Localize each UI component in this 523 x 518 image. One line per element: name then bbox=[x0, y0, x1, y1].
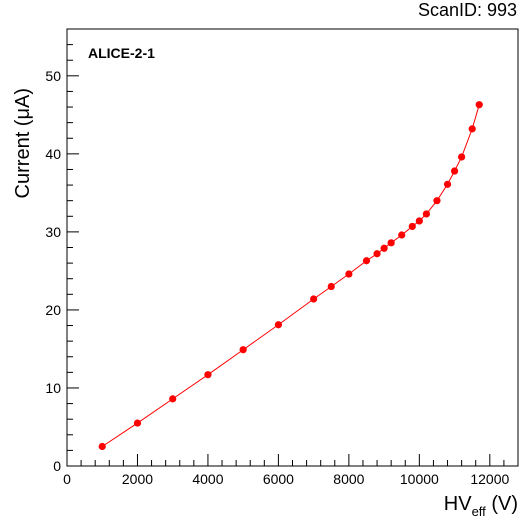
data-point bbox=[458, 153, 466, 161]
y-tick-label: 10 bbox=[45, 380, 61, 396]
data-point bbox=[327, 282, 335, 291]
data-point bbox=[204, 371, 212, 379]
data-point bbox=[415, 217, 423, 225]
data-points bbox=[98, 101, 483, 451]
plot-annotation: ALICE-2-1 bbox=[88, 45, 155, 61]
data-point bbox=[274, 321, 283, 329]
series-line-group bbox=[101, 104, 480, 447]
y-tick-label: 30 bbox=[45, 224, 61, 240]
data-point bbox=[169, 395, 177, 403]
x-axis-title-unit: (V) bbox=[486, 493, 518, 515]
x-tick-label: 6000 bbox=[263, 471, 294, 487]
data-point bbox=[310, 295, 318, 303]
x-tick-label: 8000 bbox=[333, 471, 364, 487]
data-point bbox=[239, 346, 247, 354]
data-point bbox=[468, 125, 476, 133]
x-axis-title-main: HV bbox=[444, 493, 472, 515]
data-point bbox=[398, 231, 406, 239]
y-tick-label: 40 bbox=[45, 146, 61, 162]
data-point bbox=[133, 419, 142, 427]
x-tick-label: 4000 bbox=[192, 471, 223, 487]
scan-id-label: ScanID: 993 bbox=[417, 0, 517, 20]
y-axis-title: Current (μA) bbox=[12, 88, 34, 198]
data-point bbox=[373, 250, 381, 258]
x-axis-title: HVeff (V) bbox=[444, 493, 518, 518]
y-tick-label: 50 bbox=[45, 68, 61, 84]
y-tick-label: 20 bbox=[45, 302, 61, 318]
x-axis-title-subscript: eff bbox=[472, 504, 487, 518]
data-point bbox=[345, 270, 353, 278]
data-point bbox=[450, 167, 459, 175]
data-point bbox=[98, 442, 106, 451]
tick-labels: 0 2000 4000 6000 8000 10000 12000 0 10 20 30 40 50 bbox=[45, 68, 509, 487]
data-point bbox=[422, 210, 430, 218]
data-point bbox=[433, 197, 441, 205]
x-tick-label: 10000 bbox=[400, 471, 439, 487]
x-tick-label: 2000 bbox=[122, 471, 153, 487]
data-point bbox=[475, 101, 483, 109]
x-tick-label: 0 bbox=[63, 471, 71, 487]
data-point bbox=[362, 257, 371, 265]
plot-frame bbox=[66, 28, 519, 467]
series-line bbox=[101, 104, 480, 447]
axis-ticks bbox=[66, 28, 519, 467]
plot-area-border bbox=[66, 28, 519, 467]
data-point bbox=[380, 244, 388, 252]
y-tick-label: 0 bbox=[53, 458, 61, 474]
data-point bbox=[387, 239, 395, 247]
data-point bbox=[443, 180, 452, 188]
x-tick-label: 12000 bbox=[470, 471, 509, 487]
data-point bbox=[408, 222, 416, 231]
